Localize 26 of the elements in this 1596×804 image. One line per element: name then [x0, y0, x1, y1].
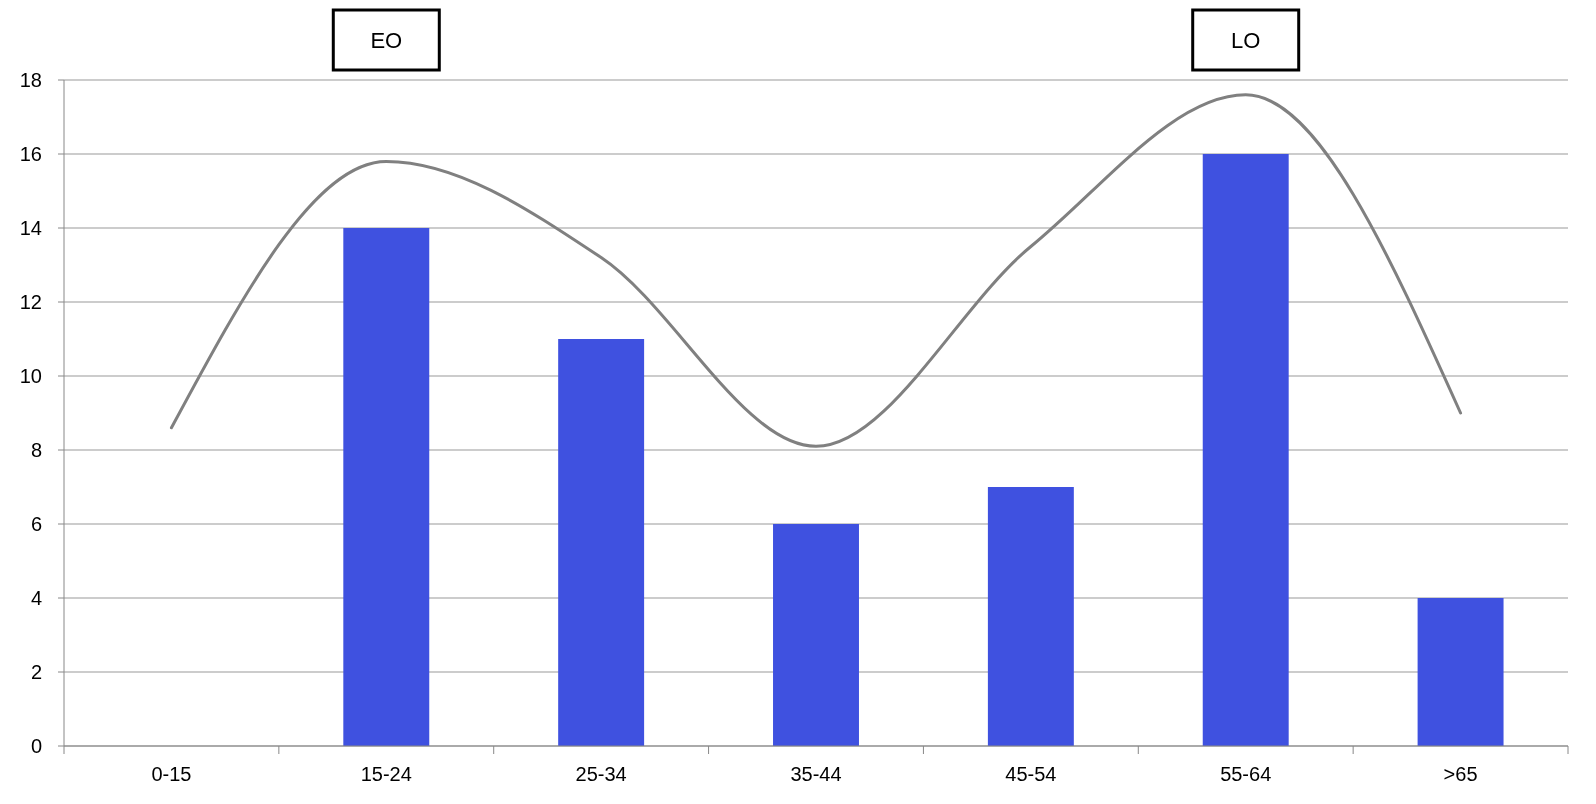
x-tick-label: >65	[1443, 763, 1478, 785]
y-tick-label: 12	[19, 291, 42, 313]
y-tick-label: 2	[30, 661, 42, 683]
bar	[1202, 154, 1289, 746]
y-tick-label: 18	[19, 69, 42, 91]
bar	[1417, 598, 1504, 746]
bar	[558, 339, 645, 746]
y-tick-label: 10	[19, 365, 42, 387]
y-tick-label: 6	[30, 513, 42, 535]
line-series	[169, 93, 1463, 448]
text-box: LO	[1191, 8, 1301, 72]
bar	[987, 487, 1074, 746]
x-tick-label: 0-15	[151, 763, 192, 785]
x-tick-label: 35-44	[790, 763, 842, 785]
x-tick-label: 45-54	[1005, 763, 1057, 785]
y-tick-label: 16	[19, 143, 42, 165]
y-tick-label: 8	[30, 439, 42, 461]
bar	[773, 524, 859, 746]
x-tick-label: 15-24	[360, 763, 412, 785]
y-tick-label: 14	[19, 217, 42, 239]
y-tick-label: 0	[30, 735, 42, 757]
text-box: EO	[331, 8, 441, 72]
x-tick-label: 25-34	[575, 763, 627, 785]
y-tick-label: 4	[30, 587, 42, 609]
bar	[343, 228, 430, 746]
x-tick-label: 55-64	[1220, 763, 1272, 785]
